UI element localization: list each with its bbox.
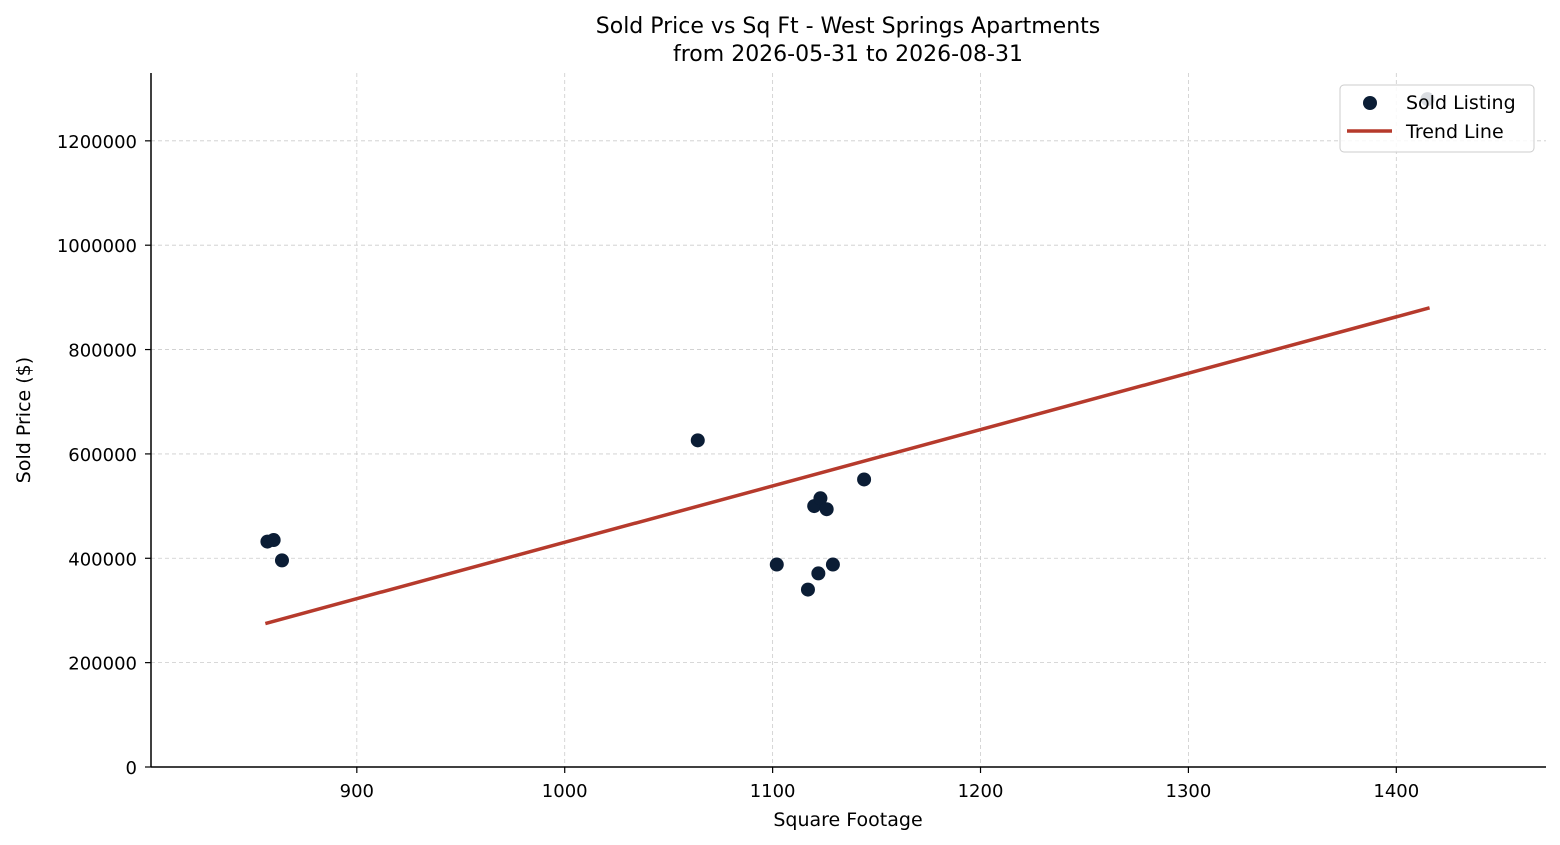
y-ticks: 0 200000 400000 600000 800000 1000000 1200000: [57, 132, 151, 779]
x-tick-label: 1200: [958, 781, 1004, 802]
legend-box: [1339, 84, 1535, 153]
data-point: [274, 553, 289, 568]
y-tick-label: 1000000: [57, 236, 137, 257]
data-point: [857, 472, 872, 487]
trend-line-layer: [264, 306, 1431, 626]
x-ticks: 900 1000 1100 1200 1300 1400: [340, 767, 1419, 802]
grid-lines: [151, 73, 1546, 767]
data-point: [690, 433, 705, 448]
legend-label-sold-listing: Sold Listing: [1406, 92, 1516, 114]
trend-line: [264, 306, 1431, 626]
legend: Sold Listing Trend Line: [1339, 84, 1535, 153]
x-axis-label: Square Footage: [773, 809, 922, 831]
x-tick-label: 1300: [1166, 781, 1212, 802]
data-points: [260, 92, 1435, 597]
legend-label-trend-line: Trend Line: [1405, 121, 1504, 143]
x-tick-label: 1100: [750, 781, 796, 802]
chart-title: Sold Price vs Sq Ft - West Springs Apart…: [596, 14, 1100, 39]
x-tick-label: 900: [340, 781, 374, 802]
data-point: [800, 582, 815, 597]
y-axis-label: Sold Price ($): [13, 357, 35, 483]
data-point: [769, 557, 784, 572]
data-point: [811, 566, 826, 581]
data-point: [266, 533, 281, 548]
chart-subtitle: from 2026-05-31 to 2026-08-31: [673, 42, 1023, 67]
y-tick-label: 600000: [68, 445, 137, 466]
y-tick-label: 1200000: [57, 132, 137, 153]
data-point: [813, 491, 828, 506]
y-tick-label: 0: [126, 758, 137, 779]
y-tick-label: 400000: [68, 549, 137, 570]
y-tick-label: 800000: [68, 341, 137, 362]
x-tick-label: 1400: [1373, 781, 1419, 802]
legend-marker-sold-listing: [1363, 96, 1377, 110]
y-tick-label: 200000: [68, 654, 137, 675]
x-tick-label: 1000: [542, 781, 588, 802]
data-point: [819, 502, 834, 517]
data-point: [825, 557, 840, 572]
